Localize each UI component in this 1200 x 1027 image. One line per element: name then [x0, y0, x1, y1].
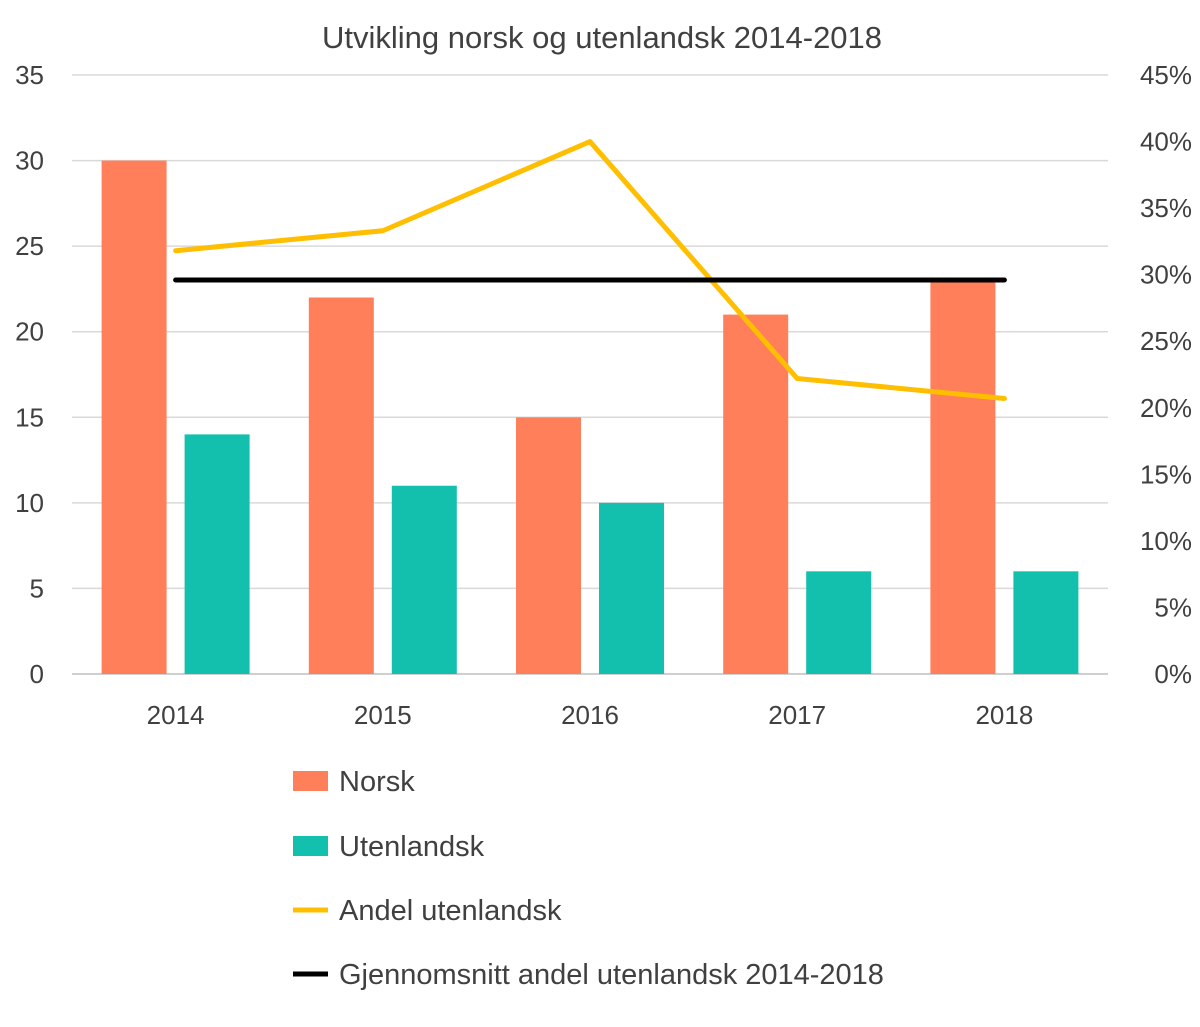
bar-norsk-2017 [723, 314, 789, 674]
right-tick-label: 20% [1140, 393, 1192, 423]
bar-norsk-2016 [516, 417, 581, 674]
right-tick-label: 40% [1140, 127, 1192, 157]
left-tick-label: 10 [15, 488, 44, 518]
bar-utenlandsk-2014 [184, 434, 250, 674]
left-tick-label: 25 [15, 231, 44, 261]
left-tick-label: 20 [15, 317, 44, 347]
left-tick-label: 0 [30, 659, 44, 689]
right-tick-label: 5% [1154, 592, 1192, 622]
right-tick-label: 0% [1154, 659, 1192, 689]
legend-label: Utenlandsk [339, 831, 485, 863]
x-tick-label: 2015 [354, 700, 412, 730]
bar-utenlandsk-2015 [391, 485, 457, 674]
left-tick-label: 15 [15, 402, 44, 432]
bar-utenlandsk-2016 [599, 502, 664, 674]
legend-label: Gjennomsnitt andel utenlandsk 2014-2018 [339, 959, 884, 991]
line-series [173, 139, 1007, 401]
left-tick-label: 5 [30, 573, 44, 603]
bar-utenlandsk-2018 [1013, 571, 1079, 674]
bars [101, 160, 1079, 675]
legend-label: Andel utenlandsk [339, 895, 562, 927]
bar-norsk-2015 [308, 297, 374, 674]
chart-title: Utvikling norsk og utenlandsk 2014-2018 [322, 20, 882, 55]
right-axis-ticks: 0% 5% 10% 15% 20% 25% 30% 35% 40% 45% [1140, 60, 1192, 689]
left-axis-ticks: 0 5 10 15 20 25 30 35 [15, 60, 44, 689]
x-tick-label: 2017 [768, 700, 826, 730]
right-tick-label: 30% [1140, 260, 1192, 290]
legend: Norsk Utenlandsk Andel utenlandsk Gjennomsn… [293, 766, 884, 991]
x-tick-label: 2018 [975, 700, 1033, 730]
x-tick-label: 2016 [561, 700, 619, 730]
right-tick-label: 25% [1140, 326, 1192, 356]
legend-swatch [293, 836, 328, 856]
right-tick-label: 35% [1140, 193, 1192, 223]
bar-utenlandsk-2017 [806, 571, 872, 674]
bar-norsk-2014 [101, 160, 167, 675]
x-tick-label: 2014 [147, 700, 205, 730]
left-tick-label: 35 [15, 60, 44, 90]
lines [173, 139, 1007, 401]
bar-norsk-2018 [930, 280, 996, 674]
legend-label: Norsk [339, 766, 415, 798]
left-tick-label: 30 [15, 146, 44, 176]
legend-swatch [293, 771, 328, 791]
right-tick-label: 45% [1140, 60, 1192, 90]
right-tick-label: 15% [1140, 459, 1192, 489]
right-tick-label: 10% [1140, 526, 1192, 556]
category-labels: 2014 2015 2016 2017 2018 [147, 700, 1034, 730]
